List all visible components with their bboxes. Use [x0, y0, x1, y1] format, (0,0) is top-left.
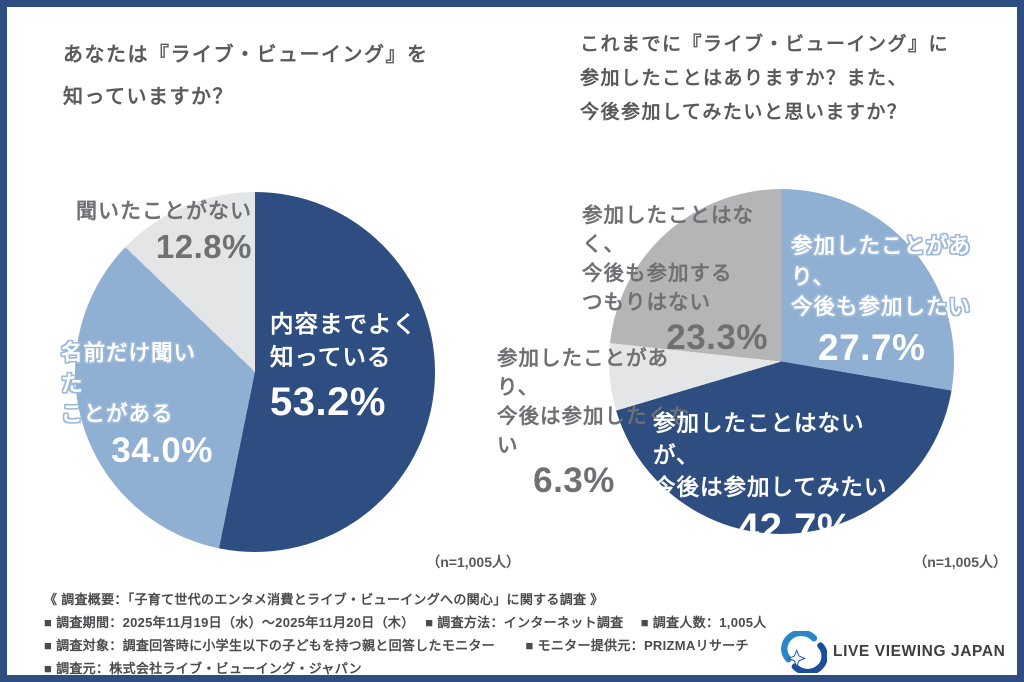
slice-label-participated-want-again: 参加したことがあり、 今後も参加したい 27.7% — [791, 231, 1009, 367]
slice-label-name-only: 名前だけ聞いた ことがある 34.0% — [61, 338, 213, 469]
survey-overview-line: ■ 調査期間：2025年11月19日（水）～2025年11月20日（木） ■ 調… — [44, 615, 767, 630]
title-line: あなたは『ライブ・ビューイング』を — [63, 44, 429, 66]
slice-label-line: 名前だけ聞いた — [61, 341, 197, 396]
slice-label-line: ことがある — [61, 402, 174, 427]
slice-label-text: 参加したことはなく、 今後も参加する つもりはない — [582, 201, 768, 317]
slice-label-line: 参加したことがあり、 — [791, 234, 972, 289]
slice-label-line: 内容までよく — [270, 311, 417, 337]
slice-label-line: 今後も参加する — [582, 262, 733, 286]
title-line: 参加したことはありますか？また、 — [580, 68, 909, 89]
question-title-awareness: あなたは『ライブ・ビューイング』を 知っていますか？ — [63, 34, 429, 118]
slice-label-no-intent: 参加したことはなく、 今後も参加する つもりはない 23.3% — [582, 201, 768, 357]
slice-label-line: 知っている — [270, 344, 392, 371]
slice-label-participated-not-again: 参加したことがあり、 今後は参加したくない 6.3% — [497, 344, 711, 500]
live-viewing-japan-logo: LIVE VIEWING JAPAN — [781, 629, 1006, 676]
slice-label-line: 参加したことはないが、 — [653, 411, 865, 468]
slice-label-line: つもりはない — [582, 291, 711, 315]
slice-percent: 12.8% — [155, 227, 252, 265]
pie-chart-participation — [609, 189, 954, 534]
slice-label-line: 今後は参加したくない — [497, 405, 691, 458]
sample-size-right: （n=1,005人） — [913, 554, 1007, 570]
slice-percent: 34.0% — [111, 430, 213, 470]
slice-percent: 6.3% — [533, 461, 615, 501]
slice-label-line: 参加したことがあり、 — [497, 347, 669, 400]
survey-overview: 《 調査概要：「子育て世代のエンタメ消費とライブ・ビューイングへの関心」に関する… — [44, 588, 767, 680]
slice-label-know-well: 内容までよく 知っている 53.2% — [270, 308, 440, 423]
slice-percent: 42.7% — [737, 505, 853, 550]
survey-overview-line: ■ 調査元：株式会社ライブ・ビューイング・ジャパン — [44, 661, 362, 676]
slice-label-text: 参加したことはないが、 今後は参加してみたい — [653, 408, 897, 504]
slice-label-text: 名前だけ聞いた ことがある — [61, 338, 213, 430]
sample-size-left: （n=1,005人） — [426, 554, 520, 570]
slice-percent: 27.7% — [818, 326, 926, 368]
slice-label-line: 今後は参加してみたい — [653, 474, 888, 500]
slice-label-line: 参加したことはなく、 — [582, 204, 754, 257]
slice-label-never-heard: 聞いたことがない 12.8% — [58, 197, 252, 264]
slice-label-text: 参加したことがあり、 今後は参加したくない — [497, 344, 711, 460]
slice-label-text: 聞いたことがない — [76, 200, 252, 223]
title-line: 今後参加してみたいと思いますか？ — [580, 102, 908, 123]
slice-label-text: 参加したことがあり、 今後も参加したい — [791, 231, 1009, 323]
survey-overview-line: ■ 調査対象：調査回答時に小学生以下の子どもを持つ親と回答したモニター ■ モニ… — [44, 638, 749, 653]
slice-label-line: 今後も参加したい — [791, 295, 972, 320]
slice-label-not-participated-want-to: 参加したことはないが、 今後は参加してみたい 42.7% — [653, 408, 897, 549]
question-title-participation: これまでに『ライブ・ビューイング』に 参加したことはありますか？また、 今後参加… — [580, 28, 949, 130]
slice-percent: 53.2% — [270, 379, 386, 424]
title-line: これまでに『ライブ・ビューイング』に — [580, 34, 950, 55]
survey-overview-line: 《 調査概要：「子育て世代のエンタメ消費とライブ・ビューイングへの関心」に関する… — [44, 592, 604, 607]
swoosh-circle-sparkle-icon — [781, 629, 828, 676]
logo-text: LIVE VIEWING JAPAN — [833, 643, 1006, 660]
slice-percent: 23.3% — [666, 318, 768, 358]
title-line: 知っていますか？ — [63, 86, 234, 108]
pie-chart-awareness — [75, 192, 435, 552]
slice-label-text: 内容までよく 知っている — [270, 308, 440, 375]
